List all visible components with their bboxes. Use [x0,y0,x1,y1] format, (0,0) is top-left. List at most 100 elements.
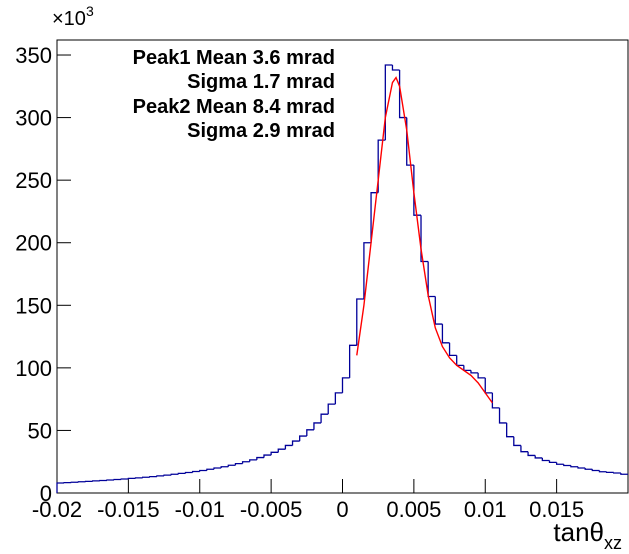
x-tick-label: 0.015 [529,497,584,522]
histogram-bin [313,422,322,430]
histogram-bin [448,342,457,356]
histogram-bin [434,296,443,325]
x-tick-label: -0.005 [240,497,302,522]
histogram-bin [184,471,193,474]
y-tick-label: 0 [40,481,52,506]
histogram-bin [470,370,479,374]
histogram-bin [56,482,65,493]
histogram-bin [199,469,207,472]
histogram-bin [213,467,222,470]
histogram-bin [142,476,150,478]
x-tick-label: 0.01 [464,497,507,522]
histogram-bin [341,377,350,393]
annotation: Peak2 Mean 8.4 mrad [133,96,335,118]
histogram-bin [170,473,179,476]
annotation: Sigma 2.9 mrad [187,120,335,142]
histogram-bin [348,344,357,378]
histogram-bin [306,429,314,437]
histogram-bin [598,470,607,473]
histogram-bin [106,479,115,481]
histogram-bin [534,455,543,459]
x-tick-label: -0.01 [175,497,225,522]
y-tick-label: 200 [15,231,52,256]
histogram-bin [491,392,500,409]
histogram-bin [555,462,564,465]
histogram-bin [299,435,307,442]
histogram-bin [277,448,286,453]
histogram-bin [356,298,364,346]
histogram-bin [605,471,614,474]
histogram-bin [234,462,243,466]
histogram-bin [320,413,329,423]
histogram-bin [113,478,122,481]
y-tick-label: 100 [15,356,52,381]
histogram-bin [391,65,400,71]
histogram-bin [92,480,100,482]
histogram-bin [156,475,165,477]
x-tick-label: 0 [336,497,348,522]
histogram-bin [206,468,215,471]
x-tick-label: -0.02 [32,497,82,522]
histogram-bin [363,242,372,300]
x-label-main: tanθ [553,517,604,547]
fit-curve [356,76,493,404]
histogram-bin [263,454,272,458]
histogram-bin [284,444,293,450]
x-tick-label: 0.005 [386,497,441,522]
histogram-bin [220,466,229,468]
histogram-bin [420,215,429,263]
histogram-bin [591,469,600,472]
histogram-bin [270,451,279,456]
histogram-bin [548,460,557,463]
histogram-bin [513,436,521,447]
histogram-bin [456,355,464,367]
histogram-bin [249,459,257,462]
y-tick-label: 150 [15,293,52,318]
histogram-bin [577,466,586,469]
histogram-bin [498,407,507,424]
histogram-bin [441,324,450,344]
histogram-bin [427,261,436,298]
histogram-bin [256,456,264,460]
histogram-bin [120,478,129,480]
histogram-bin [463,365,471,372]
y-tick-label: 300 [15,106,52,131]
annotation: Peak1 Mean 3.6 mrad [133,47,335,69]
histogram-bin [527,451,536,457]
histogram-bin [127,477,136,480]
annotation: Sigma 1.7 mrad [187,71,335,93]
histogram-bin [613,472,621,474]
histogram-bin [241,461,250,464]
x-tick-label: -0.015 [97,497,159,522]
x-axis-label: tanθxz [553,517,622,553]
histogram-bin [584,467,593,470]
histogram-bin [134,477,143,479]
histogram-bin [520,445,529,453]
y-tick-label: 350 [15,43,52,68]
histogram-bin [227,464,236,467]
histogram-bin [506,422,514,438]
y-tick-label: 50 [28,418,52,443]
histogram-bin [477,372,486,379]
histogram-bin [163,474,172,476]
histogram-bin [291,440,300,446]
multiplier-exponent: 3 [86,3,94,19]
histogram-bin [413,165,422,216]
histogram-bin [370,192,379,243]
histogram-bin [541,457,550,462]
histogram-bin [191,470,200,473]
histogram-bin [334,392,343,405]
histogram-bin [563,464,571,467]
histogram-bin [177,472,186,475]
histogram-bin [327,403,336,415]
histogram-bin [570,465,579,468]
histogram-bin [484,377,493,394]
y-tick-label: 250 [15,168,52,193]
multiplier-base: ×10 [52,8,86,30]
histogram-bin [149,475,157,478]
multiplier: ×103 [52,3,94,30]
histogram-bin [620,472,628,475]
histogram-bin [77,481,86,483]
